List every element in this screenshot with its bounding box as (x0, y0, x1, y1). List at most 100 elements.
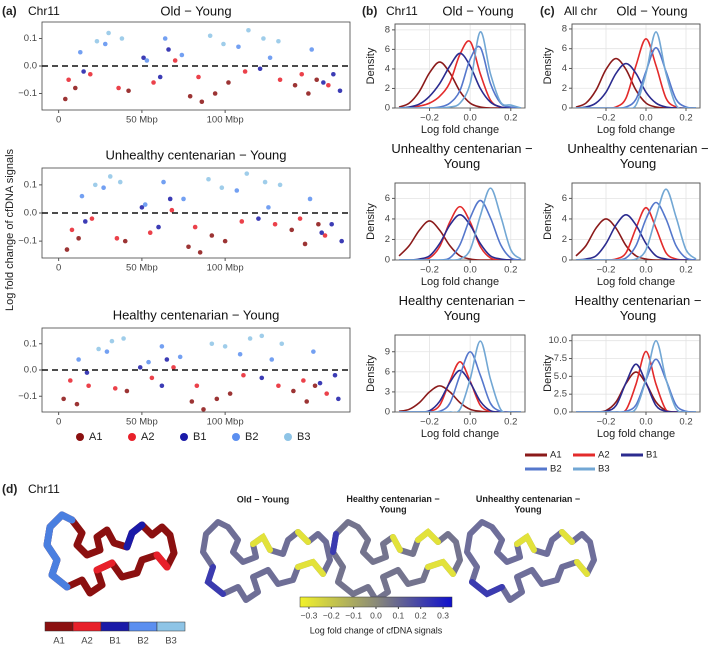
point (239, 219, 245, 224)
colorbar-tick-label: −0.3 (301, 610, 318, 620)
legend-label: B1 (646, 450, 658, 461)
point (329, 221, 334, 227)
point (332, 372, 338, 378)
y-tick-label: 2 (385, 83, 390, 94)
density-line (399, 340, 521, 412)
density-line (399, 350, 521, 412)
point (324, 391, 329, 396)
x-tick-label: −0.2 (420, 113, 439, 124)
point (331, 71, 336, 77)
point (69, 227, 75, 233)
compartment-key-label: A2 (81, 636, 93, 647)
point (172, 58, 178, 63)
compartment-key-label: B3 (165, 636, 177, 647)
y-tick-label: 10.0 (549, 335, 568, 346)
y-tick-label: 6 (562, 193, 567, 204)
colorbar-tick-label: −0.2 (323, 610, 340, 620)
point (147, 230, 153, 235)
point (316, 221, 321, 227)
point (244, 171, 250, 176)
point (169, 207, 175, 213)
point (79, 193, 85, 199)
x-axis-label: Log fold change (597, 428, 675, 440)
x-tick-label: 100 Mbp (207, 263, 244, 274)
x-tick-label: 0 (56, 417, 61, 428)
point (121, 336, 126, 341)
point (104, 349, 110, 354)
colorbar-tick-label: 0.3 (437, 610, 449, 620)
x-tick-label: 50 Mbp (126, 115, 158, 126)
legend-label: B2 (550, 464, 562, 475)
density-line (399, 214, 521, 260)
point (272, 221, 278, 227)
chart-title: Healthy centenarian − Young (399, 293, 526, 323)
point (306, 91, 311, 96)
x-tick-label: 0.0 (639, 113, 652, 124)
point (162, 36, 168, 41)
y-tick-label: 0.1 (24, 338, 37, 349)
compartment-key (100, 621, 130, 632)
density-line (398, 385, 521, 412)
y-axis-label: Density (365, 203, 377, 240)
point (336, 396, 341, 402)
panel-label: (d) (2, 482, 17, 496)
legend-marker (76, 433, 84, 441)
point (256, 216, 261, 221)
density-line (576, 206, 696, 260)
x-tick-label: 0.0 (464, 265, 477, 276)
y-tick-label: 0 (385, 407, 390, 418)
y-axis-label: Density (365, 355, 377, 392)
point (279, 341, 285, 347)
region-label: Chr11 (28, 4, 60, 18)
point (179, 52, 185, 58)
y-tick-label: 2 (562, 234, 567, 245)
legend-label: B1 (193, 431, 206, 443)
y-tick-label: 0 (385, 255, 390, 266)
colorbar-tick-label: −0.1 (345, 610, 362, 620)
region-label: All chr (564, 4, 597, 18)
point (167, 196, 173, 202)
compartment-key-label: A1 (53, 636, 65, 647)
density-line (575, 46, 697, 108)
structure-title: Healthy centenarian − Young (346, 494, 439, 514)
point (299, 71, 305, 77)
density-line (399, 369, 521, 412)
density-line (399, 360, 521, 412)
point (142, 202, 148, 207)
colorbar-tick-label: 0.1 (392, 610, 404, 620)
y-axis-label: Log fold change of cfDNA signals (4, 148, 16, 311)
density-line (576, 188, 697, 260)
chart-title: Old − Young (442, 3, 513, 18)
plot-area (571, 182, 701, 261)
point (302, 241, 308, 247)
point (246, 27, 251, 33)
plot-border (394, 182, 526, 261)
point (309, 47, 315, 52)
point (86, 383, 91, 389)
point (166, 47, 171, 52)
point (209, 341, 215, 347)
plot-area (394, 23, 526, 109)
point (106, 30, 111, 36)
point (266, 205, 271, 210)
point (149, 375, 155, 381)
chart-title: Healthy centenarian − Young (113, 307, 280, 322)
point (267, 55, 273, 61)
chart-title: Old − Young (616, 3, 687, 18)
y-tick-label: 5.0 (554, 371, 567, 382)
point (124, 388, 130, 394)
plot-border (571, 182, 701, 261)
point (227, 391, 233, 396)
point (102, 41, 108, 47)
point (326, 82, 331, 88)
region-label: Chr11 (28, 482, 60, 496)
x-tick-label: 0.2 (679, 265, 692, 276)
y-axis-label: Density (365, 47, 377, 84)
compartment-key (72, 621, 102, 632)
y-tick-label: 0 (562, 255, 567, 266)
plot-border (394, 334, 526, 413)
point (81, 69, 86, 74)
point (139, 205, 145, 210)
density-line (576, 363, 696, 412)
